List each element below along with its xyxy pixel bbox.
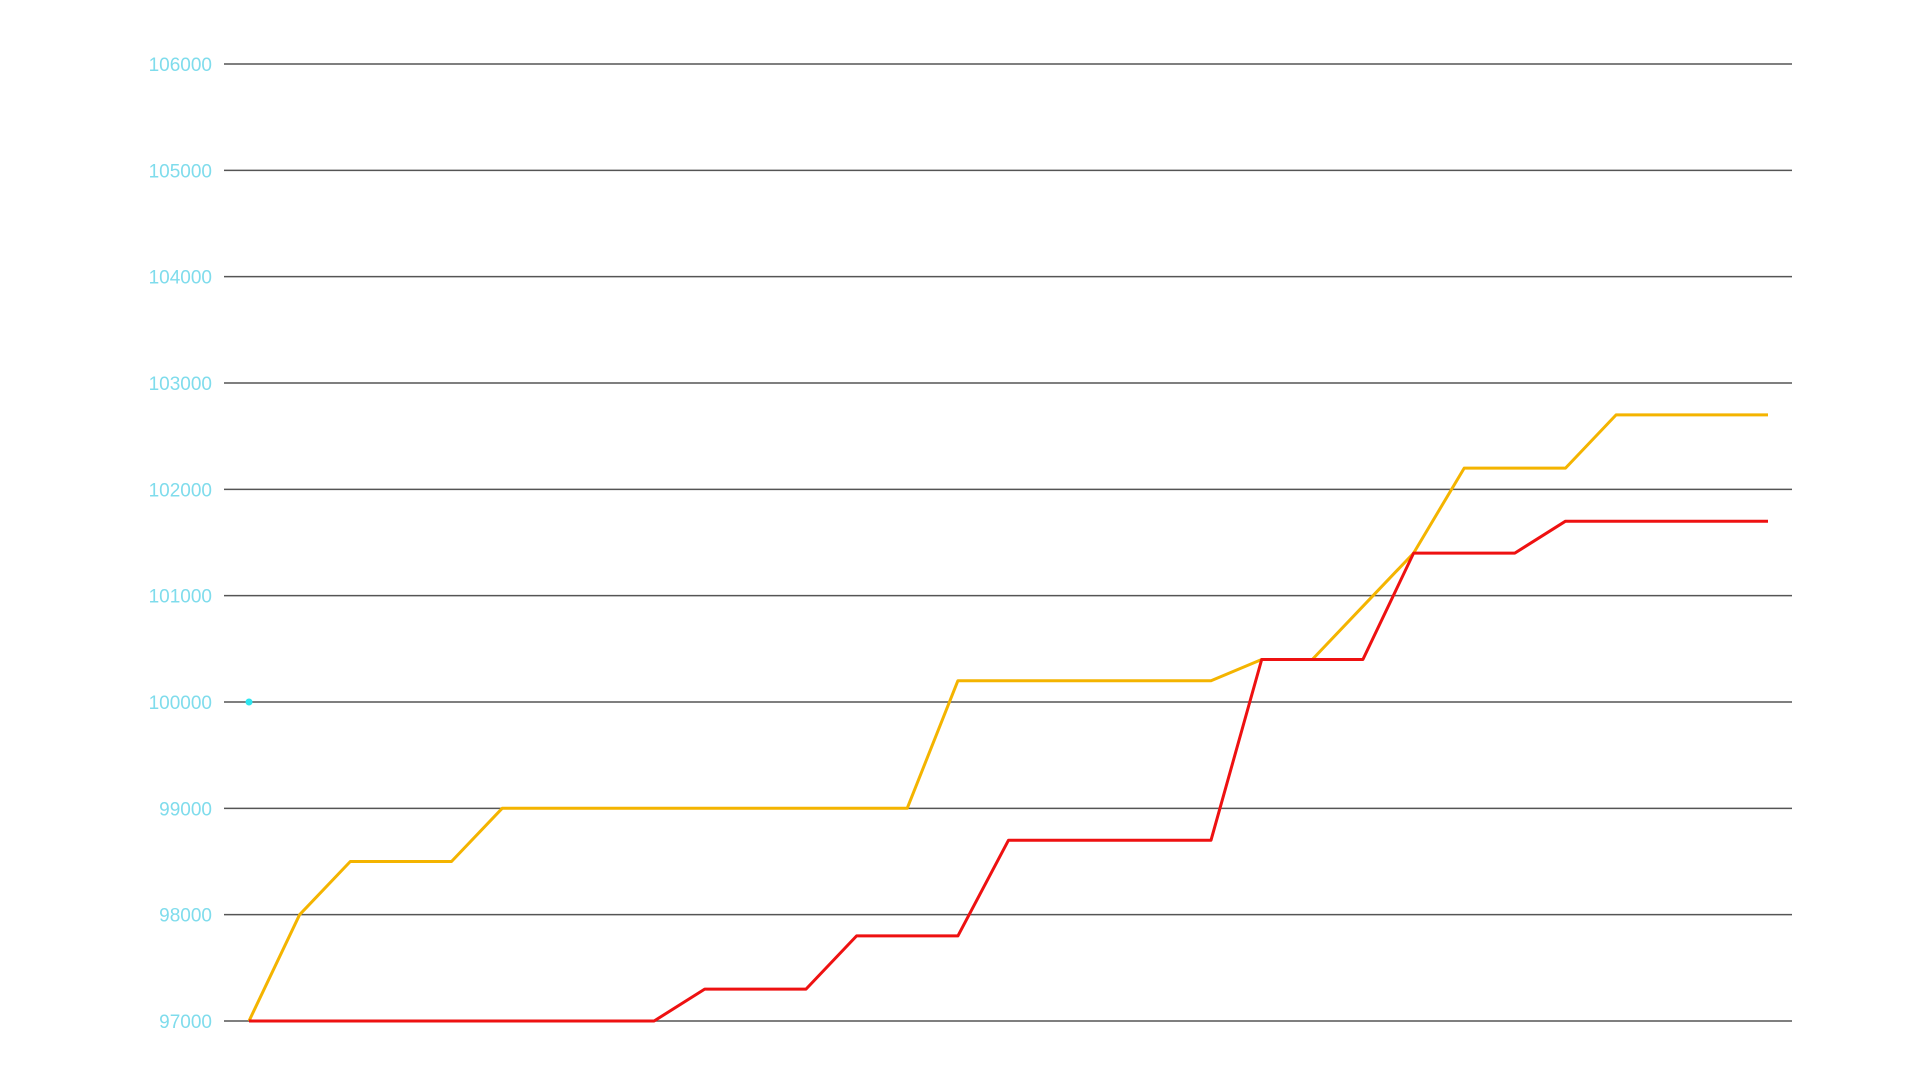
y-tick-label: 100000 bbox=[149, 693, 212, 714]
y-tick-label: 97000 bbox=[159, 1012, 212, 1033]
y-tick-label: 105000 bbox=[149, 161, 212, 182]
y-tick-label: 103000 bbox=[149, 374, 212, 395]
y-axis-tick-labels: 97000 98000 99000 100000 101000 102000 103000 1… bbox=[149, 55, 212, 1033]
series-line-0 bbox=[247, 413, 1768, 1022]
series-line-1 bbox=[249, 519, 1768, 1023]
data-point-marker bbox=[245, 698, 253, 706]
y-tick-label: 104000 bbox=[149, 268, 212, 289]
y-tick-label: 102000 bbox=[149, 480, 212, 501]
y-tick-label: 101000 bbox=[149, 587, 212, 608]
y-tick-label: 99000 bbox=[159, 799, 212, 820]
markers bbox=[245, 698, 253, 706]
grid-lines bbox=[224, 63, 1792, 1022]
series-lines bbox=[247, 413, 1768, 1023]
y-tick-label: 98000 bbox=[159, 906, 212, 927]
y-tick-label: 106000 bbox=[149, 55, 212, 76]
